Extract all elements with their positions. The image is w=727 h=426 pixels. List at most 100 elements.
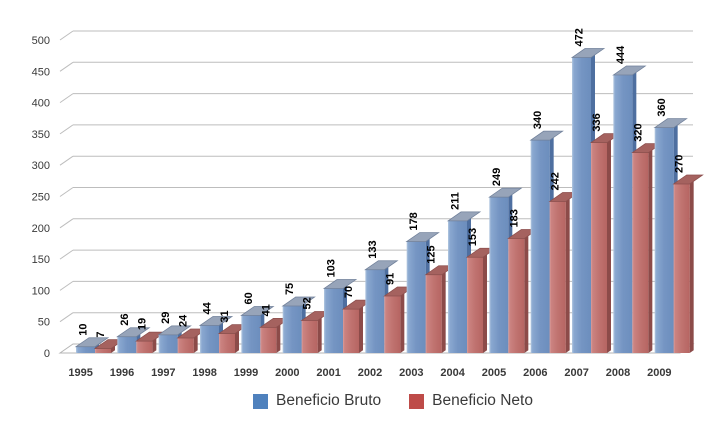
ytick-label: 100 (32, 285, 50, 297)
bar-neto-2001 (343, 309, 359, 353)
bar-neto-1995 (95, 348, 111, 353)
value-label: 52 (302, 297, 314, 309)
bar-neto-2005 (508, 238, 525, 353)
bar-bruto-1998-top (198, 316, 234, 326)
ytick-label: 400 (32, 98, 50, 110)
gridline-slant (59, 312, 74, 323)
value-label: 10 (78, 323, 90, 335)
bar-neto-2002-side (400, 293, 405, 353)
bar-neto-2007-side (607, 139, 611, 353)
bar-bruto-2009 (654, 127, 674, 353)
value-label: 19 (136, 318, 148, 330)
bar-bruto-1997-top (157, 325, 192, 336)
value-label: 44 (202, 301, 214, 314)
bar-neto-2004 (467, 257, 483, 353)
bar-neto-2000-side (317, 317, 322, 353)
bar-neto-1996-side (152, 338, 157, 353)
value-label: 249 (491, 168, 503, 186)
legend-swatch-bruto (253, 393, 268, 409)
ytick-label: 450 (32, 66, 50, 78)
bar-neto-2004-side (483, 254, 487, 353)
value-label: 7 (95, 331, 107, 337)
value-label: 41 (260, 304, 272, 316)
bar-neto-1997 (177, 337, 194, 353)
value-label: 211 (450, 192, 462, 210)
legend: Beneficio Bruto Beneficio Neto (253, 392, 533, 410)
bar-bruto-1999-top (240, 306, 275, 316)
year-label: 2008 (606, 367, 630, 379)
bar-bruto-2006 (530, 140, 550, 353)
value-label: 178 (408, 212, 420, 230)
year-label: 2005 (482, 367, 506, 379)
bar-neto-2009-top (672, 174, 704, 185)
bar-neto-2005-side (524, 235, 529, 353)
bar-bruto-1995-top (74, 337, 110, 348)
value-label: 320 (632, 123, 644, 141)
value-label: 60 (243, 292, 255, 304)
bar-bruto-2003-top (405, 232, 440, 242)
year-label: 2003 (399, 367, 423, 379)
value-label: 472 (574, 28, 586, 46)
bar-bruto-1995 (76, 346, 95, 353)
ytick-label: 500 (32, 35, 50, 47)
bar-neto-2008-side (648, 149, 653, 353)
year-label: 1998 (192, 367, 216, 379)
value-label: 336 (591, 113, 603, 131)
bar-bruto-2002-top (364, 260, 399, 271)
bar-bruto-1997 (158, 334, 178, 353)
value-label: 26 (119, 313, 131, 325)
year-label: 1995 (68, 367, 92, 379)
bar-bruto-2008-top (612, 65, 647, 76)
value-labels: 10 7 26 19 29 24 44 31 60 41 75 52 103 70 133 91 178 125 2… (78, 28, 686, 337)
bar-neto-2007 (591, 142, 607, 353)
value-label: 29 (160, 312, 172, 324)
value-label: 70 (343, 286, 355, 298)
bar-neto-1998-side (235, 330, 239, 353)
value-label: 91 (384, 273, 396, 285)
year-label: 1999 (234, 367, 258, 379)
value-label: 270 (674, 155, 686, 173)
bar-neto-2008 (632, 152, 649, 353)
value-label: 133 (367, 240, 379, 258)
bar-bruto-2004-top (446, 211, 482, 222)
ytick-label: 0 (44, 348, 50, 360)
bar-bruto-2007 (572, 57, 591, 353)
value-label: 125 (426, 245, 438, 263)
legend-item-beneficio-neto: Beneficio Neto (409, 392, 533, 410)
bar-neto-2002 (384, 296, 401, 353)
bar-bruto-2005 (489, 197, 509, 353)
year-label: 1997 (151, 367, 175, 379)
year-label: 2007 (564, 367, 588, 379)
bar-neto-1999-side (276, 324, 281, 353)
bar-bruto-2000-top (281, 296, 316, 307)
gridline-slant (59, 61, 74, 72)
bar-bruto-2008 (613, 75, 633, 353)
year-label: 2009 (647, 367, 671, 379)
year-label: 2000 (275, 367, 299, 379)
year-label: 1996 (110, 367, 134, 379)
gridline-slant (59, 280, 74, 291)
gridline-slant (59, 93, 74, 104)
bar-neto-2006 (549, 201, 566, 353)
legend-swatch-neto (409, 393, 425, 409)
legend-label-neto: Beneficio Neto (432, 392, 533, 409)
value-label: 31 (219, 310, 231, 322)
bar-neto-2009 (673, 183, 690, 353)
bar-bruto-2001-top (322, 279, 358, 289)
bar-bruto-2003 (406, 241, 426, 353)
bar-bruto-2006-top (529, 130, 564, 141)
year-label: 2004 (440, 367, 465, 379)
year-label: 2006 (523, 367, 547, 379)
bar-neto-1999 (260, 327, 277, 353)
value-label: 360 (656, 98, 668, 116)
bar-neto-2003 (425, 274, 442, 353)
value-label: 103 (326, 259, 338, 277)
bar-neto-2001-side (359, 306, 363, 353)
gridline-slant (59, 218, 74, 229)
bar-bruto-2002 (365, 269, 385, 353)
value-label: 153 (467, 228, 479, 246)
bar-neto-2000 (301, 320, 318, 353)
year-label: 2002 (358, 367, 382, 379)
bar-bruto-2001 (324, 288, 343, 353)
